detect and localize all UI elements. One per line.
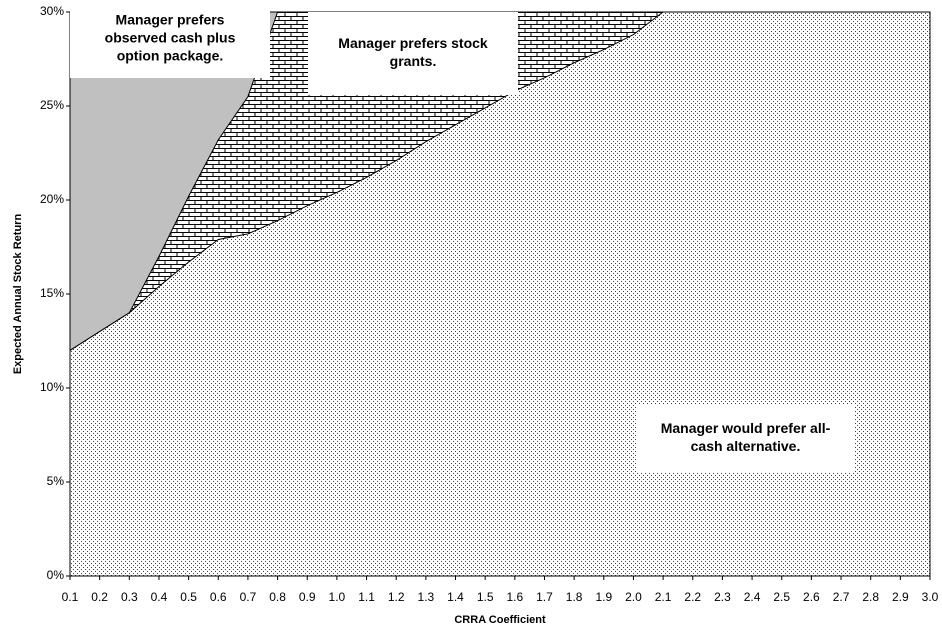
- annotation-text: Manager prefers: [116, 12, 225, 28]
- annotation-text: observed cash plus: [105, 30, 236, 46]
- x-tick-label: 0.3: [121, 590, 138, 604]
- x-tick-label: 2.1: [655, 590, 672, 604]
- annotation-text: grants.: [390, 53, 437, 69]
- annotation-text: Manager prefers stock: [338, 35, 488, 51]
- y-tick-label: 15%: [40, 286, 64, 300]
- x-tick-label: 2.2: [684, 590, 701, 604]
- x-tick-label: 0.2: [91, 590, 108, 604]
- y-tick-label: 5%: [47, 474, 65, 488]
- x-tick-label: 0.4: [151, 590, 168, 604]
- x-tick-label: 0.7: [240, 590, 257, 604]
- x-tick-label: 2.0: [625, 590, 642, 604]
- y-tick-label: 10%: [40, 380, 64, 394]
- x-tick-label: 2.5: [773, 590, 790, 604]
- x-tick-label: 2.4: [744, 590, 761, 604]
- annotation-box: [308, 12, 518, 95]
- x-tick-label: 0.6: [210, 590, 227, 604]
- x-tick-label: 1.3: [418, 590, 435, 604]
- x-axis-label: CRRA Coefficient: [454, 614, 546, 626]
- x-tick-label: 0.5: [180, 590, 197, 604]
- x-tick-label: 0.1: [62, 590, 79, 604]
- y-tick-label: 25%: [40, 98, 64, 112]
- x-tick-label: 2.9: [892, 590, 909, 604]
- x-tick-label: 1.4: [447, 590, 464, 604]
- x-tick-label: 3.0: [922, 590, 939, 604]
- x-tick-label: 1.2: [388, 590, 405, 604]
- annotation-text: Manager would prefer all-: [661, 420, 831, 436]
- x-tick-label: 2.6: [803, 590, 820, 604]
- x-tick-label: 1.7: [536, 590, 553, 604]
- x-tick-label: 1.8: [566, 590, 583, 604]
- x-tick-label: 0.8: [269, 590, 286, 604]
- x-tick-label: 1.1: [358, 590, 375, 604]
- annotation-box: [636, 405, 855, 472]
- x-tick-label: 1.0: [329, 590, 346, 604]
- y-tick-label: 20%: [40, 192, 64, 206]
- annotation-box: [70, 0, 270, 78]
- x-tick-label: 1.6: [506, 590, 523, 604]
- x-tick-label: 1.5: [477, 590, 494, 604]
- y-tick-label: 30%: [40, 4, 64, 18]
- x-tick-label: 2.7: [833, 590, 850, 604]
- x-tick-label: 2.3: [714, 590, 731, 604]
- annotation-text: cash alternative.: [691, 438, 801, 454]
- x-tick-label: 1.9: [595, 590, 612, 604]
- annotation-text: option package.: [117, 48, 224, 64]
- x-tick-label: 2.8: [862, 590, 879, 604]
- y-axis-label: Expected Annual Stock Return: [12, 214, 24, 375]
- y-tick-label: 0%: [47, 568, 65, 582]
- x-tick-label: 0.9: [299, 590, 316, 604]
